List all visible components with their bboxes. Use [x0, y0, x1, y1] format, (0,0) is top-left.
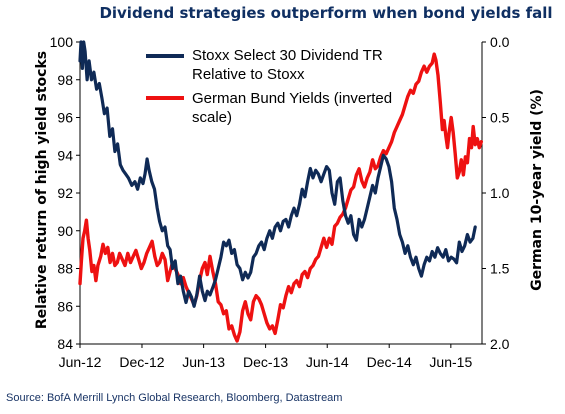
- left-tick-label: 88: [57, 261, 73, 277]
- right-tick-label: 1.5: [490, 261, 510, 277]
- left-tick-label: 84: [57, 336, 73, 352]
- legend: Stoxx Select 30 Dividend TR Relative to …: [146, 47, 392, 126]
- left-tick-label: 100: [50, 34, 74, 50]
- x-tick-label: Jun-13: [182, 354, 225, 370]
- right-axis-ticks: 0.0 0.5 1.0 1.5 2.0: [482, 34, 510, 352]
- series-lines: [78, 40, 483, 343]
- legend-label-dividend-line1: Stoxx Select 30 Dividend TR: [192, 47, 383, 64]
- plot-area: [79, 42, 483, 345]
- legend-label-bund-line2: scale): [192, 109, 232, 126]
- chart-title: Dividend strategies outperform when bond…: [99, 4, 552, 22]
- legend-label-dividend-line2: Relative to Stoxx: [192, 66, 305, 83]
- left-tick-label: 96: [57, 110, 73, 126]
- right-tick-label: 0.0: [490, 34, 510, 50]
- right-tick-label: 0.5: [490, 110, 510, 126]
- series-line-dividend: [78, 40, 477, 308]
- x-tick-label: Dec-12: [119, 354, 164, 370]
- x-tick-label: Dec-13: [243, 354, 288, 370]
- source-note: Source: BofA Merrill Lynch Global Resear…: [6, 392, 342, 404]
- x-tick-label: Jun-15: [429, 354, 472, 370]
- legend-label-bund-line1: German Bund Yields (inverted: [192, 90, 392, 107]
- x-tick-label: Jun-14: [306, 354, 349, 370]
- x-tick-label: Jun-12: [59, 354, 102, 370]
- left-tick-label: 94: [57, 147, 73, 163]
- left-tick-label: 90: [57, 223, 73, 239]
- right-tick-label: 1.0: [490, 185, 510, 201]
- series-line-bund: [78, 52, 483, 343]
- right-axis-label: German 10-year yield (%): [529, 89, 545, 291]
- x-axis-ticks: Jun-12 Dec-12 Jun-13 Dec-13 Jun-14 Dec-14 Jun-…: [59, 344, 472, 370]
- left-axis-ticks: 100 98 96 94 92 90 88 86 84: [50, 34, 80, 352]
- left-axis-label: Relative return of high yield stocks: [34, 51, 50, 329]
- left-tick-label: 86: [57, 298, 73, 314]
- left-tick-label: 92: [57, 185, 73, 201]
- right-tick-label: 2.0: [490, 336, 510, 352]
- left-tick-label: 98: [57, 72, 73, 88]
- x-tick-label: Dec-14: [367, 354, 412, 370]
